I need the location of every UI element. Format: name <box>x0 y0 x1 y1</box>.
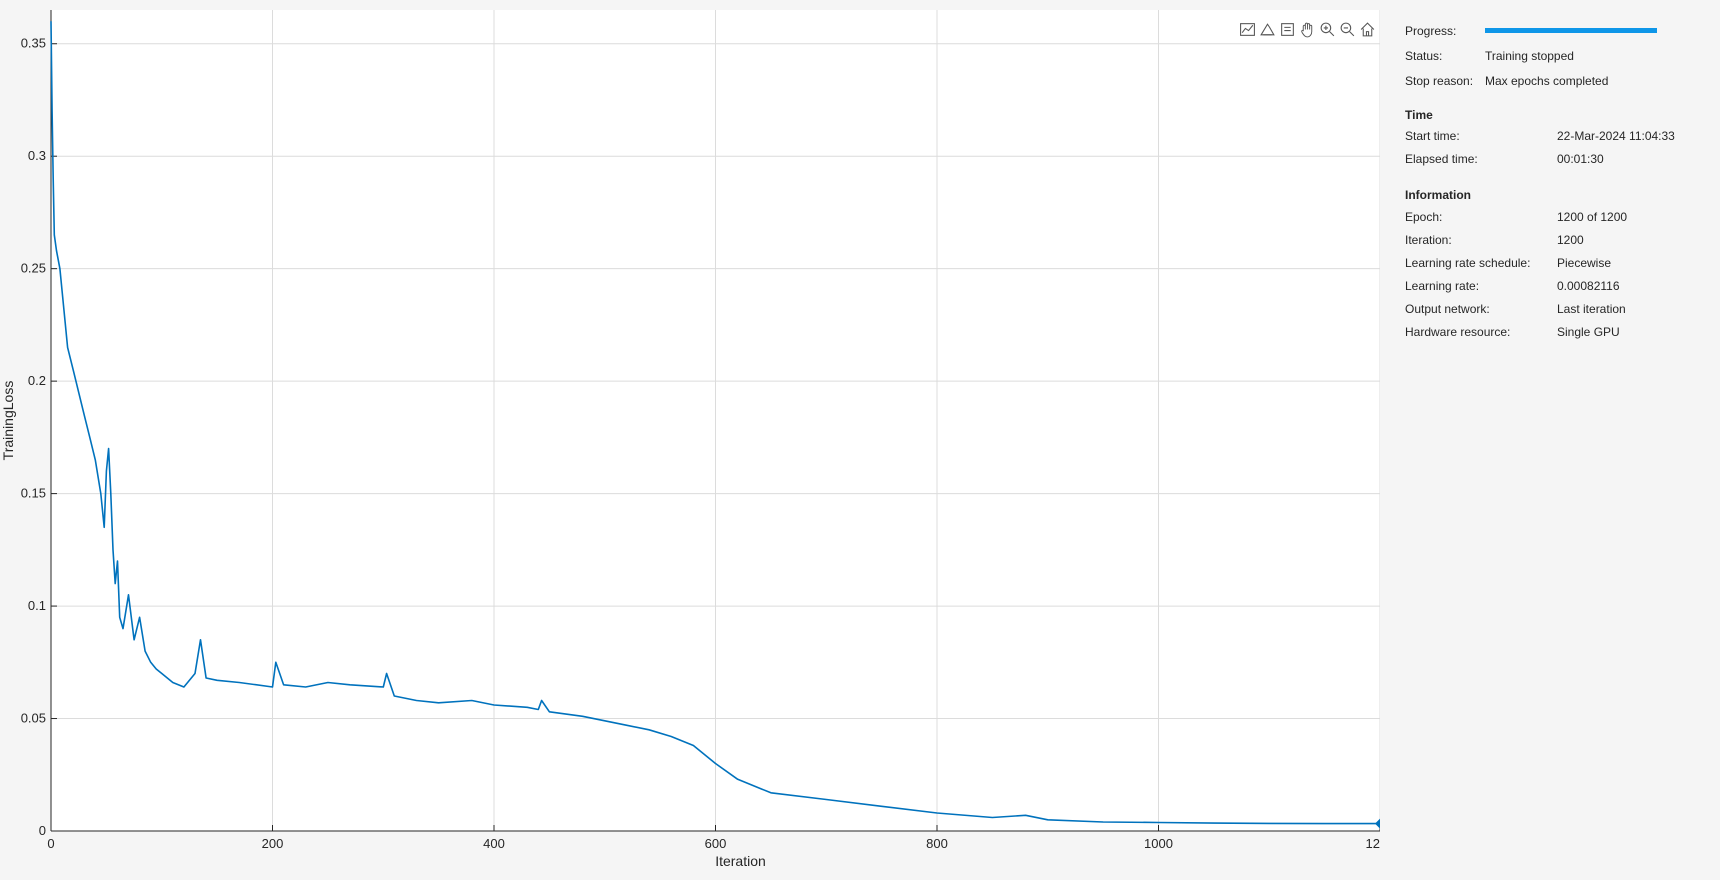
x-tick-label-3: 600 <box>705 836 727 851</box>
stop-reason-label: Stop reason: <box>1405 73 1473 89</box>
training-info-panel: Progress: Status: Training stopped Stop … <box>1380 0 1720 880</box>
lr-schedule-value: Piecewise <box>1557 255 1611 271</box>
time-section-title: Time <box>1405 107 1433 123</box>
progress-label: Progress: <box>1405 23 1456 39</box>
start-time-value: 22-Mar-2024 11:04:33 <box>1557 128 1675 144</box>
status-value: Training stopped <box>1485 48 1574 64</box>
iteration-value: 1200 <box>1557 232 1584 248</box>
x-tick-label-5: 1000 <box>1144 836 1173 851</box>
y-tick-label-7: 0.35 <box>21 36 46 51</box>
stop-reason-value: Max epochs completed <box>1485 73 1608 89</box>
elapsed-time-value: 00:01:30 <box>1557 151 1604 167</box>
y-tick-label-2: 0.1 <box>28 598 46 613</box>
pan-icon[interactable] <box>1298 20 1316 38</box>
x-tick-label-6: 1200 <box>1366 836 1380 851</box>
axes-toolbar <box>1238 20 1376 38</box>
learning-rate-value: 0.00082116 <box>1557 278 1620 294</box>
zoom-out-icon[interactable] <box>1338 20 1356 38</box>
learning-rate-label: Learning rate: <box>1405 278 1479 294</box>
export-icon[interactable] <box>1238 20 1256 38</box>
output-network-value: Last iteration <box>1557 301 1626 317</box>
status-label: Status: <box>1405 48 1442 64</box>
hardware-value: Single GPU <box>1557 324 1620 340</box>
iteration-label: Iteration: <box>1405 232 1452 248</box>
epoch-value: 1200 of 1200 <box>1557 209 1627 225</box>
progress-bar <box>1485 28 1657 33</box>
y-tick-label-0: 0 <box>39 823 46 838</box>
y-axis-label: TrainingLoss <box>0 381 16 461</box>
progress-fill <box>1485 28 1657 33</box>
x-axis-label: Iteration <box>715 853 766 869</box>
epoch-label: Epoch: <box>1405 209 1442 225</box>
start-time-label: Start time: <box>1405 128 1460 144</box>
x-tick-label-0: 0 <box>47 836 54 851</box>
x-tick-label-4: 800 <box>926 836 948 851</box>
lr-schedule-label: Learning rate schedule: <box>1405 255 1530 271</box>
hardware-label: Hardware resource: <box>1405 324 1510 340</box>
y-tick-label-4: 0.2 <box>28 373 46 388</box>
y-tick-label-1: 0.05 <box>21 711 46 726</box>
x-tick-label-2: 400 <box>483 836 505 851</box>
y-tick-label-5: 0.25 <box>21 261 46 276</box>
output-network-label: Output network: <box>1405 301 1490 317</box>
zoom-in-icon[interactable] <box>1318 20 1336 38</box>
brush-icon[interactable] <box>1278 20 1296 38</box>
plot-panel: 0 200 400 600 800 1000 1200 0 0.05 0.1 0.15 0.2 0.25… <box>0 0 1380 880</box>
y-tick-label-6: 0.3 <box>28 148 46 163</box>
data-tips-icon[interactable] <box>1258 20 1276 38</box>
x-tick-label-1: 200 <box>262 836 284 851</box>
home-icon[interactable] <box>1358 20 1376 38</box>
information-section-title: Information <box>1405 187 1471 203</box>
y-tick-label-3: 0.15 <box>21 486 46 501</box>
elapsed-time-label: Elapsed time: <box>1405 151 1478 167</box>
training-loss-plot[interactable]: 0 200 400 600 800 1000 1200 0 0.05 0.1 0.15 0.2 0.25… <box>0 0 1380 880</box>
